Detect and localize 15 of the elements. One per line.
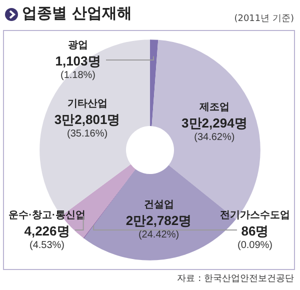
chart-subtitle: (2011년 기준) [234,13,294,25]
slice-label: 운수·창고·통신업 [8,210,86,221]
text: 자료 : 한국산업안전보건공단 [177,273,294,285]
data-label: 2만2,782명 (24.42%) [126,213,192,241]
data-label: 3만2,801명 (35.16%) [54,112,120,140]
data-label: 86명 (0.09%) [237,224,273,251]
data-label: 1,103명 (1.18%) [55,54,101,81]
slice-label: 광업 [68,40,88,51]
slice-label: 전기가스수도업 [220,210,290,221]
slice-label: 기타산업 [67,98,108,110]
data-label: 3만2,294명 (34.62%) [182,116,248,144]
slice-label: 건설업 [144,200,174,211]
data-label: 4,226명 (4.53%) [24,224,70,251]
slice-label: 제조업 [198,102,230,114]
chart-title: 업종별 산업재해 [22,4,132,23]
